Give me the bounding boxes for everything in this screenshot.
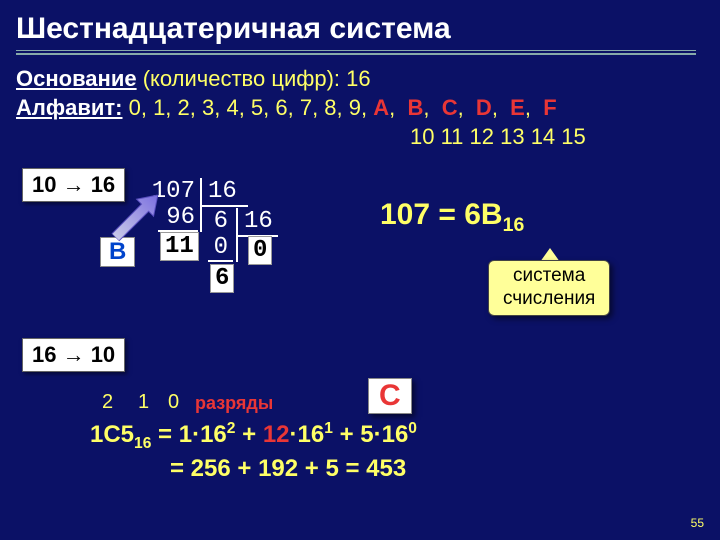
base-label: Основание (16, 66, 137, 91)
ld-16a: 16 (208, 178, 238, 205)
callout-l1: система (513, 265, 585, 286)
f1-sub: 16 (134, 435, 151, 452)
f1-mid2: ·16 (290, 421, 325, 448)
ld-hline4 (208, 260, 233, 262)
title-underline-thick (16, 53, 696, 55)
f1-e1: 1 (324, 420, 333, 437)
result-107: 107 = 6B16 (380, 198, 524, 237)
ld-0s: 0 (208, 234, 228, 261)
ld-q2: 0 (248, 236, 272, 265)
c-badge: C (368, 378, 412, 414)
base-line: Основание (количество цифр): 16 (16, 66, 371, 92)
hex-a: A (373, 95, 389, 120)
hex-c: C (442, 95, 458, 120)
title-underline-thin (16, 50, 696, 51)
slide-title: Шестнадцатеричная система (16, 12, 451, 46)
hex-e: E (510, 95, 525, 120)
digits-label: разряды (195, 393, 273, 414)
f1-p2: + 5·16 (333, 421, 408, 448)
badge-10-to-16: 10 → 16 (22, 168, 125, 202)
alphabet-digits: 0, 1, 2, 3, 4, 5, 6, 7, 8, 9, (123, 95, 374, 120)
f1-p1: + (235, 421, 262, 448)
hex-f: F (543, 95, 556, 120)
f1-lhs: 1C5 (90, 421, 134, 448)
ld-hline1 (200, 205, 248, 207)
f1-eq: = 1·16 (151, 421, 226, 448)
hex-b: B (407, 95, 423, 120)
callout-box: система счисления (488, 260, 610, 316)
formula-expansion: 1C516 = 1·162 + 12·161 + 5·160 (90, 420, 417, 453)
alphabet-label: Алфавит: (16, 95, 123, 120)
alphabet-line: Алфавит: 0, 1, 2, 3, 4, 5, 6, 7, 8, 9, A… (16, 95, 557, 121)
base-rest: (количество цифр): 16 (137, 66, 371, 91)
digit-0: 0 (168, 391, 179, 414)
result-lhs: 107 = 6B (380, 198, 503, 231)
badge-16-to-10: 16 → 10 (22, 338, 125, 372)
ld-r2: 6 (210, 264, 234, 293)
result-sub: 16 (503, 214, 525, 236)
digit-1: 1 (138, 391, 149, 414)
hex-values: 10 11 12 13 14 15 (410, 124, 586, 150)
digit-2: 2 (102, 391, 113, 414)
f1-12: 12 (263, 421, 290, 448)
callout-l2: счисления (503, 288, 595, 309)
ld-remainder1: 11 (160, 232, 199, 261)
ld-16b: 16 (244, 208, 274, 235)
f1-e0: 0 (408, 420, 417, 437)
page-number: 55 (691, 516, 704, 530)
formula-sum: = 256 + 192 + 5 = 453 (170, 455, 406, 483)
ld-6q: 6 (208, 208, 228, 235)
hex-d: D (476, 95, 492, 120)
